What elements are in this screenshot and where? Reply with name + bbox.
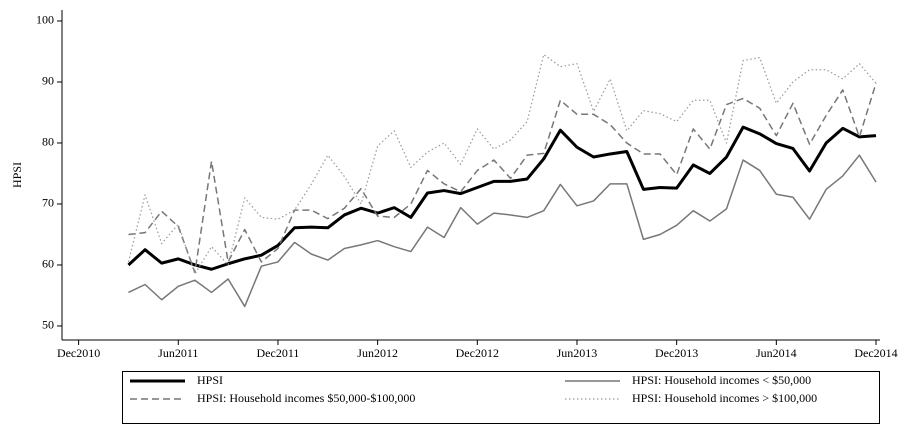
y-tick-label: 100 xyxy=(36,13,54,27)
y-tick-label: 80 xyxy=(42,135,54,149)
x-tick-label: Dec2014 xyxy=(854,346,897,360)
legend-label: HPSI xyxy=(197,373,223,387)
x-tick-label: Dec2011 xyxy=(257,346,300,360)
x-tick-label: Dec2012 xyxy=(456,346,499,360)
x-tick-label: Jun2014 xyxy=(756,346,797,360)
x-tick-label: Dec2013 xyxy=(655,346,698,360)
x-tick-label: Jun2013 xyxy=(557,346,598,360)
y-tick-label: 60 xyxy=(42,257,54,271)
legend-label: HPSI: Household incomes $50,000-$100,000 xyxy=(197,391,415,405)
series-line xyxy=(127,125,877,271)
x-tick-label: Jun2012 xyxy=(357,346,398,360)
y-axis-label: HPSI xyxy=(10,162,24,188)
y-tick-label: 90 xyxy=(42,74,54,88)
x-tick-label: Jun2011 xyxy=(158,346,198,360)
x-tick-label: Dec2010 xyxy=(57,346,100,360)
legend-label: HPSI: Household incomes > $100,000 xyxy=(632,391,817,405)
series-line xyxy=(128,154,877,308)
legend-label: HPSI: Household incomes < $50,000 xyxy=(632,373,811,387)
y-tick-label: 50 xyxy=(42,318,54,332)
series-line xyxy=(128,82,877,274)
series-line xyxy=(127,53,877,275)
y-tick-label: 70 xyxy=(42,196,54,210)
